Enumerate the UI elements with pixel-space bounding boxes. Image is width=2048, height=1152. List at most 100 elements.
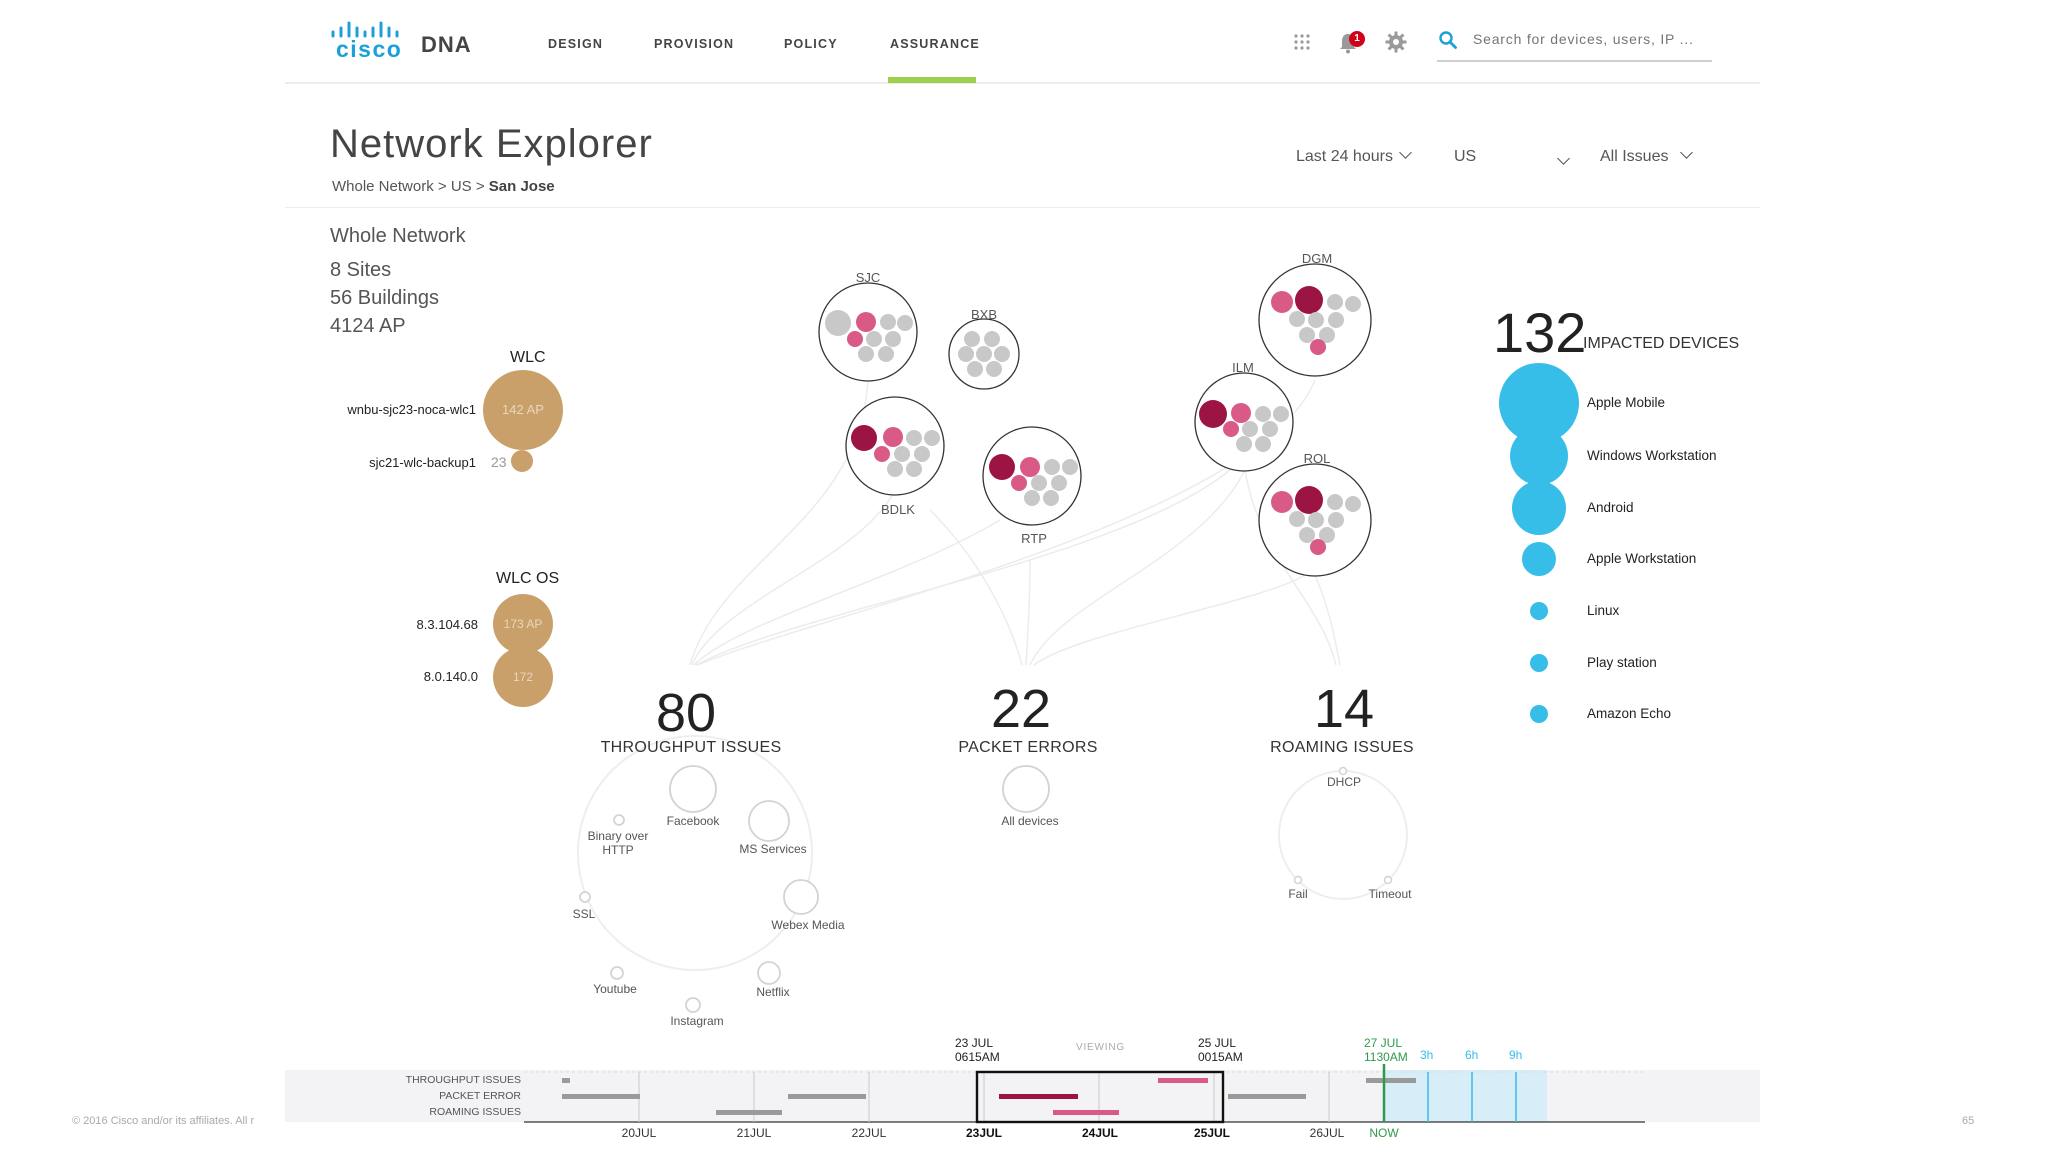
app-label-instagram: Instagram bbox=[670, 1014, 724, 1028]
site-dgm[interactable] bbox=[1258, 263, 1372, 377]
timeline-row-packet: PACKET ERROR bbox=[439, 1090, 521, 1102]
packet-label[interactable]: PACKET ERRORS bbox=[958, 739, 1098, 756]
timeline-row-throughput: THROUGHPUT ISSUES bbox=[405, 1074, 521, 1086]
roaming-fail-node[interactable] bbox=[1293, 875, 1303, 885]
site-bxb[interactable] bbox=[948, 318, 1020, 390]
search-icon bbox=[1439, 31, 1457, 49]
device-play-station-bubble[interactable] bbox=[1530, 654, 1548, 672]
site-label-ilm: ILM bbox=[1232, 360, 1254, 375]
copyright: © 2016 Cisco and/or its affiliates. All … bbox=[72, 1115, 255, 1127]
roaming-count: 14 bbox=[1313, 679, 1375, 739]
site-ilm[interactable] bbox=[1194, 372, 1294, 472]
wlc-bubble-2[interactable] bbox=[511, 450, 533, 472]
nav-policy[interactable]: POLICY bbox=[784, 37, 838, 51]
cisco-logo[interactable]: cisco bbox=[330, 20, 412, 62]
breadcrumb-separator: > bbox=[437, 178, 447, 195]
device-apple-workstation-bubble[interactable] bbox=[1522, 542, 1556, 576]
app-label-webex: Webex Media bbox=[771, 918, 845, 932]
device-label-android[interactable]: Android bbox=[1587, 500, 1634, 515]
wlc-name-1[interactable]: wnbu-sjc23-noca-wlc1 bbox=[347, 402, 476, 417]
region-dropdown[interactable]: US bbox=[1454, 148, 1572, 166]
device-label-linux[interactable]: Linux bbox=[1587, 603, 1620, 618]
device-windows-workstation-bubble[interactable] bbox=[1510, 427, 1568, 485]
throughput-label[interactable]: THROUGHPUT ISSUES bbox=[600, 739, 782, 756]
device-label-amazon-echo[interactable]: Amazon Echo bbox=[1587, 706, 1672, 721]
app-label-ssl: SSL bbox=[572, 907, 596, 921]
timeline-date-26jul[interactable]: 26JUL bbox=[1309, 1126, 1345, 1140]
device-linux-bubble[interactable] bbox=[1530, 602, 1548, 620]
top-bar bbox=[285, 0, 1760, 84]
timeline-date-23jul[interactable]: 23JUL bbox=[965, 1126, 1003, 1140]
device-label-apple-mobile[interactable]: Apple Mobile bbox=[1587, 395, 1666, 410]
site-rtp[interactable] bbox=[982, 426, 1082, 526]
nav-design[interactable]: DESIGN bbox=[548, 37, 604, 51]
region-value: US bbox=[1454, 148, 1477, 165]
forecast-6h[interactable]: 6h bbox=[1465, 1048, 1479, 1062]
device-label-play-station[interactable]: Play station bbox=[1587, 655, 1657, 670]
site-label-bdlk: BDLK bbox=[881, 502, 915, 517]
roaming-sub-timeout: Timeout bbox=[1368, 887, 1412, 901]
app-ssl-node[interactable] bbox=[579, 891, 591, 903]
packet-count: 22 bbox=[990, 679, 1052, 739]
forecast-3h[interactable]: 3h bbox=[1420, 1048, 1434, 1062]
nav-provision[interactable]: PROVISION bbox=[654, 37, 735, 51]
app-webex-node[interactable] bbox=[783, 879, 819, 915]
timeline-date-24jul[interactable]: 24JUL bbox=[1081, 1126, 1119, 1140]
settings-gear-icon[interactable] bbox=[1385, 31, 1407, 58]
wlc-os-name-2[interactable]: 8.0.140.0 bbox=[423, 669, 478, 684]
timeline-date-21jul[interactable]: 21JUL bbox=[736, 1126, 772, 1140]
device-apple-mobile-bubble[interactable] bbox=[1499, 363, 1579, 443]
site-label-rol: ROL bbox=[1303, 451, 1331, 466]
wlc-bubble-1[interactable]: 142 AP bbox=[483, 370, 563, 450]
app-facebook-node[interactable] bbox=[669, 765, 717, 813]
roaming-timeout-node[interactable] bbox=[1383, 875, 1393, 885]
search-box[interactable] bbox=[1437, 24, 1713, 62]
packet-sub-label: All devices bbox=[1001, 814, 1059, 828]
roaming-label[interactable]: ROAMING ISSUES bbox=[1270, 739, 1414, 756]
device-amazon-echo-bubble[interactable] bbox=[1530, 705, 1548, 723]
device-android-bubble[interactable] bbox=[1512, 481, 1566, 535]
connector-lines bbox=[689, 379, 1341, 666]
site-rol[interactable] bbox=[1258, 463, 1372, 577]
wlc-os-bubble-2[interactable]: 172 bbox=[493, 647, 553, 707]
app-netflix-node[interactable] bbox=[757, 961, 781, 985]
app-youtube-node[interactable] bbox=[610, 966, 624, 980]
page-title: Network Explorer bbox=[330, 122, 653, 166]
product-name: DNA bbox=[421, 32, 472, 57]
apps-grid-icon[interactable] bbox=[1294, 34, 1310, 55]
timeline-chart bbox=[524, 1064, 1645, 1124]
notifications-bell-icon[interactable]: 1 bbox=[1338, 31, 1372, 55]
wlc-os-name-1[interactable]: 8.3.104.68 bbox=[416, 617, 478, 632]
timeline-window-end: 25 JUL 0015AM bbox=[1198, 1036, 1243, 1064]
search-input[interactable] bbox=[1471, 30, 1713, 48]
issues-dropdown[interactable]: All Issues bbox=[1600, 146, 1694, 166]
packet-all-devices-node[interactable] bbox=[1002, 765, 1050, 813]
breadcrumb: Whole Network > US > San Jose bbox=[332, 178, 555, 195]
time-range-value: Last 24 hours bbox=[1296, 148, 1393, 165]
wlc-os-bubble-1[interactable]: 173 AP bbox=[493, 594, 553, 654]
summary-title: Whole Network bbox=[330, 225, 466, 247]
roaming-dhcp-node[interactable] bbox=[1338, 766, 1348, 776]
breadcrumb-separator: > bbox=[475, 178, 485, 195]
timeline-date-20jul[interactable]: 20JUL bbox=[621, 1126, 657, 1140]
device-label-windows-workstation[interactable]: Windows Workstation bbox=[1587, 448, 1717, 463]
timeline-date-now[interactable]: NOW bbox=[1369, 1126, 1399, 1140]
site-bdlk[interactable] bbox=[845, 396, 945, 496]
timeline-date-22jul[interactable]: 22JUL bbox=[851, 1126, 887, 1140]
device-label-apple-workstation[interactable]: Apple Workstation bbox=[1587, 551, 1697, 566]
nav-assurance[interactable]: ASSURANCE bbox=[890, 37, 980, 51]
app-binary-node[interactable] bbox=[613, 814, 625, 826]
roaming-sub-dhcp: DHCP bbox=[1326, 775, 1362, 789]
time-range-dropdown[interactable]: Last 24 hours bbox=[1296, 146, 1412, 166]
forecast-9h[interactable]: 9h bbox=[1509, 1048, 1523, 1062]
breadcrumb-us[interactable]: US bbox=[450, 178, 472, 195]
throughput-count: 80 bbox=[655, 683, 717, 743]
breadcrumb-whole-network[interactable]: Whole Network bbox=[332, 178, 434, 195]
timeline-now-label: 27 JUL 1130AM bbox=[1364, 1036, 1408, 1064]
timeline-date-25jul[interactable]: 25JUL bbox=[1193, 1126, 1231, 1140]
wlc-name-2[interactable]: sjc21-wlc-backup1 bbox=[369, 455, 476, 470]
app-instagram-node[interactable] bbox=[685, 997, 701, 1013]
app-ms-services-node[interactable] bbox=[748, 800, 790, 842]
site-sjc[interactable] bbox=[818, 282, 918, 382]
